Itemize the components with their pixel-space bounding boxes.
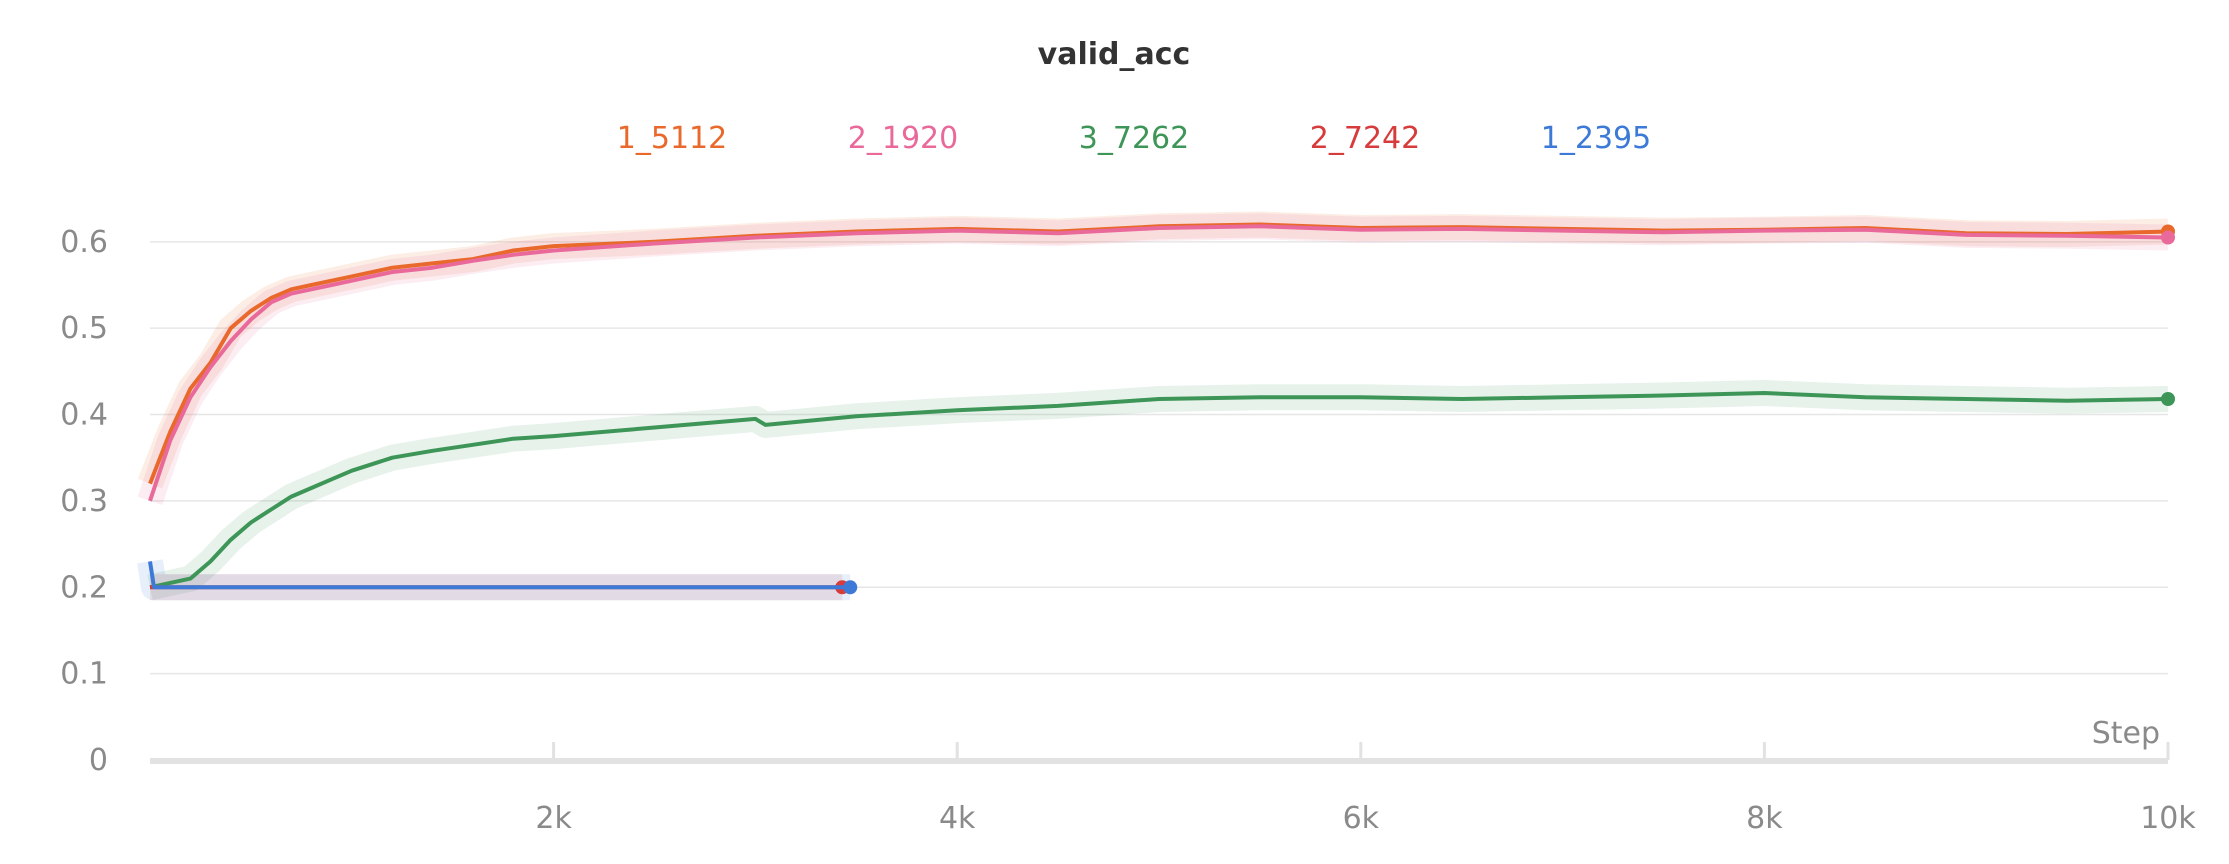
x-tick-label: 8k <box>1746 801 1783 836</box>
x-tick-label: 6k <box>1343 801 1380 836</box>
x-axis-title: Step <box>2092 716 2160 751</box>
series-end-point <box>843 580 858 595</box>
legend-item[interactable]: 1_5112 <box>617 121 727 156</box>
series-raw-band <box>147 380 2169 601</box>
y-tick-label: 0.3 <box>60 484 108 519</box>
series-layer <box>137 211 2175 601</box>
x-tick-label: 4k <box>939 801 976 836</box>
series-end-point <box>2161 392 2175 406</box>
axes: 0 0.1 0.2 0.3 0.4 0.5 0.6 2k 4k 6k 8k 10k <box>60 225 2196 836</box>
y-tick-label: 0.5 <box>60 311 108 346</box>
series-line <box>148 561 851 590</box>
y-tick-label: 0 <box>89 743 108 778</box>
series-end-point <box>2161 230 2175 245</box>
x-tick-label: 2k <box>535 801 572 836</box>
y-tick-label: 0.4 <box>60 398 108 433</box>
series-line <box>149 391 2169 590</box>
series-raw-band <box>137 559 851 601</box>
chart-title: valid_acc <box>1038 37 1191 72</box>
legend-item[interactable]: 2_1920 <box>848 121 958 156</box>
legend-item[interactable]: 2_7242 <box>1310 121 1420 156</box>
legend: 1_5112 2_1920 3_7262 2_7242 1_2395 <box>617 121 1651 156</box>
y-tick-label: 0.6 <box>60 225 108 260</box>
legend-item[interactable]: 3_7262 <box>1079 121 1189 156</box>
x-tick-label: 10k <box>2140 801 2196 836</box>
y-tick-label: 0.1 <box>60 657 108 692</box>
series-line <box>148 224 2169 502</box>
legend-item[interactable]: 1_2395 <box>1541 121 1651 156</box>
y-tick-label: 0.2 <box>60 570 108 605</box>
